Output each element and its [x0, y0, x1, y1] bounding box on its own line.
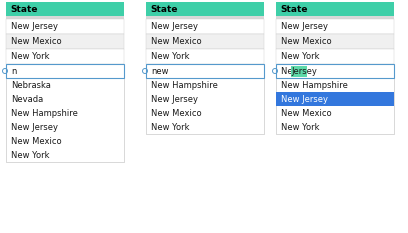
- FancyBboxPatch shape: [276, 19, 394, 34]
- Text: new: new: [151, 66, 169, 75]
- Text: Nebraska: Nebraska: [11, 80, 51, 89]
- Text: New Jersey: New Jersey: [11, 22, 58, 31]
- Text: New Hampshire: New Hampshire: [151, 80, 218, 89]
- Text: New York: New York: [151, 52, 189, 61]
- FancyBboxPatch shape: [276, 78, 394, 134]
- Text: New York: New York: [11, 52, 49, 61]
- FancyBboxPatch shape: [276, 2, 394, 16]
- FancyBboxPatch shape: [146, 16, 264, 19]
- Text: New Hampshire: New Hampshire: [11, 109, 78, 117]
- FancyBboxPatch shape: [146, 49, 264, 64]
- Text: New York: New York: [281, 123, 319, 131]
- FancyBboxPatch shape: [276, 16, 394, 19]
- Text: New Mexico: New Mexico: [151, 109, 202, 117]
- Text: New Mexico: New Mexico: [11, 37, 62, 46]
- FancyBboxPatch shape: [6, 78, 124, 162]
- Text: New Hampshire: New Hampshire: [281, 80, 348, 89]
- Text: New Jersey: New Jersey: [151, 22, 198, 31]
- Text: New Mexico: New Mexico: [151, 37, 202, 46]
- FancyBboxPatch shape: [6, 64, 124, 78]
- FancyBboxPatch shape: [6, 49, 124, 64]
- FancyBboxPatch shape: [146, 2, 264, 16]
- FancyBboxPatch shape: [276, 49, 394, 64]
- Text: New York: New York: [11, 151, 49, 160]
- Text: Jersey: Jersey: [291, 66, 317, 75]
- FancyBboxPatch shape: [276, 64, 394, 78]
- Text: New York: New York: [281, 52, 319, 61]
- Text: State: State: [10, 4, 38, 14]
- Text: New Mexico: New Mexico: [281, 37, 332, 46]
- FancyBboxPatch shape: [146, 78, 264, 134]
- Text: Nevada: Nevada: [11, 95, 43, 103]
- Text: n: n: [11, 66, 16, 75]
- Text: New Jersey: New Jersey: [11, 123, 58, 131]
- Text: New Jersey: New Jersey: [281, 22, 328, 31]
- Text: State: State: [150, 4, 177, 14]
- FancyBboxPatch shape: [290, 65, 306, 76]
- FancyBboxPatch shape: [276, 34, 394, 49]
- Text: New Jersey: New Jersey: [281, 95, 328, 103]
- FancyBboxPatch shape: [146, 64, 264, 78]
- FancyBboxPatch shape: [6, 34, 124, 49]
- Text: New Mexico: New Mexico: [11, 137, 62, 145]
- Text: New: New: [281, 66, 302, 75]
- Text: New York: New York: [151, 123, 189, 131]
- FancyBboxPatch shape: [146, 34, 264, 49]
- Text: State: State: [280, 4, 308, 14]
- FancyBboxPatch shape: [276, 92, 394, 106]
- FancyBboxPatch shape: [146, 19, 264, 34]
- FancyBboxPatch shape: [6, 2, 124, 16]
- FancyBboxPatch shape: [6, 16, 124, 19]
- Text: New Jersey: New Jersey: [151, 95, 198, 103]
- Text: New Mexico: New Mexico: [281, 109, 332, 117]
- FancyBboxPatch shape: [6, 19, 124, 34]
